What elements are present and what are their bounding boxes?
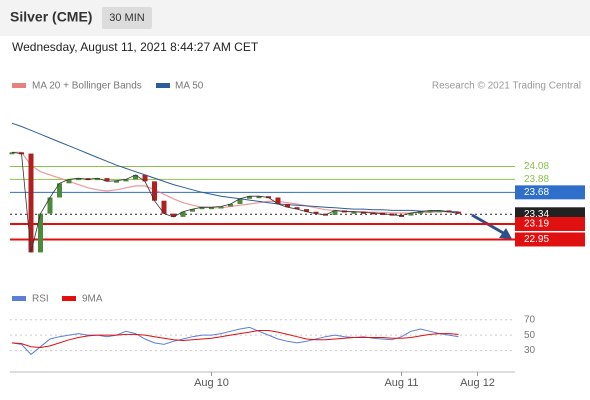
level-label: 23.88 <box>524 174 549 185</box>
candle <box>142 174 148 182</box>
credit: Research © 2021 Trading Central <box>432 81 581 92</box>
level-label: 22.95 <box>524 234 549 245</box>
legend-swatch <box>156 83 170 88</box>
candle <box>104 178 110 182</box>
candle <box>199 207 205 210</box>
candle <box>38 213 43 253</box>
rsi-tick-label: 30 <box>524 345 536 356</box>
header-bar <box>0 0 590 36</box>
candle <box>256 196 262 199</box>
candle <box>304 209 309 212</box>
legend-label: MA 20 + Bollinger Bands <box>32 81 142 92</box>
rsi-line <box>11 326 459 356</box>
rsi-tick-label: 50 <box>524 330 536 341</box>
candle <box>218 206 224 209</box>
x-tick-label: Aug 10 <box>194 377 229 389</box>
x-tick-label: Aug 11 <box>384 377 418 389</box>
candle <box>76 178 81 181</box>
rsi-line <box>11 330 459 349</box>
candle <box>123 179 129 182</box>
candle <box>427 210 433 213</box>
legend-label: MA 50 <box>175 81 204 92</box>
candle <box>171 213 176 217</box>
forecast-arrow-head <box>499 228 512 239</box>
level-tag <box>515 232 585 247</box>
candle <box>418 211 423 214</box>
level-label: 23.34 <box>524 209 549 220</box>
legend-label: RSI <box>32 294 49 305</box>
level-tag <box>515 185 585 200</box>
candle <box>228 203 233 207</box>
candle <box>351 211 357 214</box>
interval-label[interactable]: 30 MIN <box>109 12 145 24</box>
price-line <box>11 151 459 253</box>
candle <box>66 179 72 184</box>
candle <box>152 181 157 201</box>
candle <box>180 211 186 217</box>
candle <box>285 203 290 208</box>
candle <box>247 196 252 199</box>
ma-line <box>12 151 459 214</box>
level-tag <box>515 216 585 231</box>
rsi-tick-label: 70 <box>524 314 536 325</box>
candle <box>28 153 34 253</box>
candle <box>9 152 15 155</box>
candle <box>456 211 461 214</box>
legend-swatch <box>12 296 26 301</box>
level-label: 23.68 <box>524 187 549 198</box>
candle <box>408 213 414 216</box>
candle <box>313 211 319 214</box>
ma-line <box>11 122 459 213</box>
candle <box>332 210 338 215</box>
candle <box>437 210 442 213</box>
candle <box>161 200 167 214</box>
candle <box>275 197 281 204</box>
candle <box>47 197 53 214</box>
level-label: 23.19 <box>524 219 549 230</box>
candle <box>209 207 214 210</box>
candle <box>294 207 300 210</box>
candle <box>95 178 100 181</box>
level-label: 24.08 <box>524 161 549 172</box>
timestamp: Wednesday, August 11, 2021 8:44:27 AM CE… <box>12 40 259 54</box>
candle <box>114 180 119 183</box>
legend-swatch <box>62 296 76 301</box>
x-tick-label: Aug 12 <box>460 377 495 389</box>
candle <box>237 198 243 204</box>
legend-swatch <box>12 83 26 88</box>
candle <box>190 209 195 212</box>
legend-label: 9MA <box>82 294 103 305</box>
instrument-title: Silver (CME) <box>10 9 92 25</box>
candle <box>133 174 138 180</box>
candle <box>57 183 62 198</box>
interval-button[interactable] <box>102 7 152 29</box>
